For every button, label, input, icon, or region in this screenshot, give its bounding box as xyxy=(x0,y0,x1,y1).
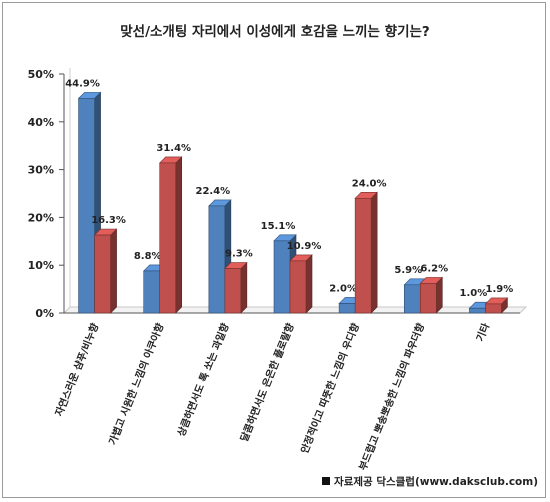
data-label: 22.4% xyxy=(196,186,231,197)
data-label: 1.0% xyxy=(460,288,488,299)
source-note: 자료제공 닥스클럽(www.daksclub.com) xyxy=(322,474,538,489)
bar xyxy=(289,260,307,314)
data-label: 31.4% xyxy=(156,143,191,154)
y-tick-label: 50% xyxy=(28,68,54,81)
source-text: 자료제공 닥스클럽(www.daksclub.com) xyxy=(334,476,538,488)
bar-side xyxy=(240,261,248,314)
bar xyxy=(419,283,437,314)
data-label: 9.3% xyxy=(225,249,253,260)
data-label: 1.9% xyxy=(486,284,514,295)
x-tick-label: 가볍고 시원한 느낌의 아쿠아향 xyxy=(106,321,167,447)
bar-side xyxy=(110,228,117,314)
bar xyxy=(403,284,421,314)
x-tick-label: 안정적이고 따뜻한 느낌의 우디향 xyxy=(298,321,363,456)
y-tick-label: 30% xyxy=(28,164,54,177)
bar-side xyxy=(175,156,183,314)
y-tick-label: 20% xyxy=(28,211,54,224)
bar xyxy=(159,162,177,314)
bar xyxy=(485,303,502,314)
data-label: 2.0% xyxy=(329,283,357,294)
y-tick-label: 0% xyxy=(35,307,54,320)
bar xyxy=(338,303,356,314)
data-label: 44.9% xyxy=(65,78,100,89)
y-tick-label: 40% xyxy=(28,116,54,129)
x-tick-label: 부드럽고 뽀송뽀송한 느낌의 파우더향 xyxy=(356,321,427,473)
bar xyxy=(224,268,242,314)
chart-title: 맞선/소개팅 자리에서 이성에게 호감을 느끼는 향기는? xyxy=(120,24,430,40)
bar-side xyxy=(305,254,313,314)
bar xyxy=(469,307,486,314)
bar xyxy=(94,234,111,314)
data-label: 6.2% xyxy=(420,263,448,274)
y-tick-label: 10% xyxy=(28,259,54,272)
data-label: 24.0% xyxy=(352,178,387,189)
x-tick-label: 달콤하면서도 은은한 플로랄향 xyxy=(237,321,297,444)
data-label: 8.8% xyxy=(134,251,162,262)
square-bullet-icon xyxy=(322,477,331,485)
data-label: 15.1% xyxy=(261,221,296,232)
x-tick-label: 자연스러운 샴푸/비누향 xyxy=(52,321,101,419)
data-label: 5.9% xyxy=(394,265,422,276)
data-label: 10.9% xyxy=(287,241,322,252)
bar xyxy=(143,270,161,314)
data-label: 16.3% xyxy=(91,215,126,226)
x-tick-label: 상큼하면서도 톡 쏘는 과일향 xyxy=(174,321,232,439)
bar xyxy=(78,98,95,314)
bar xyxy=(208,205,226,314)
bar xyxy=(354,197,372,314)
x-tick-label: 기타 xyxy=(473,321,492,344)
bar-side xyxy=(370,191,378,314)
